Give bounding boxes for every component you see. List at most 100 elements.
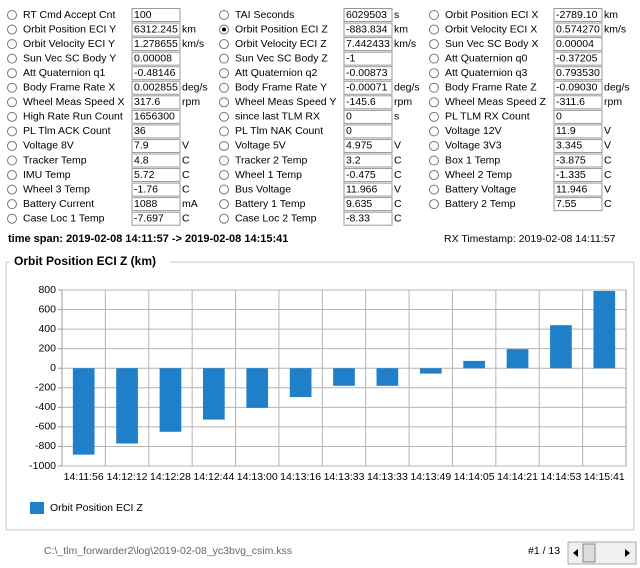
- field-label: Body Frame Rate X: [23, 82, 115, 94]
- field-value: 6029503: [346, 9, 387, 21]
- radio-button[interactable]: [219, 213, 229, 224]
- radio-button[interactable]: [429, 53, 439, 64]
- x-tick-label: 14:14:05: [454, 471, 495, 483]
- field-label: Orbit Position ECI X: [445, 9, 538, 21]
- radio-button[interactable]: [219, 39, 229, 50]
- bar: [72, 368, 95, 455]
- value-box: [131, 8, 181, 22]
- radio-button[interactable]: [429, 24, 439, 35]
- radio-button[interactable]: [219, 111, 229, 122]
- radio-button[interactable]: [7, 126, 17, 137]
- radio-button[interactable]: [429, 140, 439, 151]
- field-unit: V: [604, 140, 611, 152]
- radio-button[interactable]: [429, 97, 439, 108]
- field-unit: rpm: [604, 96, 622, 108]
- value-box: [343, 95, 393, 110]
- field-label: since last TLM RX: [235, 111, 320, 123]
- radio-button[interactable]: [429, 170, 439, 181]
- radio-button[interactable]: [219, 199, 229, 210]
- field-label: Sun Vec SC Body Y: [23, 52, 116, 64]
- radio-button[interactable]: [7, 111, 17, 122]
- field-unit: rpm: [182, 96, 200, 108]
- field-label: Orbit Velocity ECI Y: [23, 38, 115, 50]
- field-unit: deg/s: [604, 82, 630, 94]
- x-tick-label: 14:13:33: [324, 471, 365, 483]
- radio-button[interactable]: [7, 155, 17, 166]
- bar: [289, 368, 312, 398]
- radio-button[interactable]: [219, 68, 229, 79]
- radio-button[interactable]: [219, 140, 229, 151]
- field-unit: V: [394, 140, 401, 152]
- radio-button[interactable]: [219, 97, 229, 108]
- radio-button[interactable]: [429, 111, 439, 122]
- radio-button[interactable]: [7, 68, 17, 79]
- field-label: Wheel 1 Temp: [235, 169, 302, 181]
- value-box: [343, 22, 393, 37]
- radio-button[interactable]: [429, 184, 439, 195]
- value-box: [343, 168, 393, 183]
- field-label: Body Frame Rate Z: [445, 82, 537, 94]
- field-label: Tracker 2 Temp: [235, 154, 308, 166]
- field-label: Att Quaternion q1: [23, 67, 105, 79]
- field-label: Battery Voltage: [445, 183, 516, 195]
- field-value: 0.793530: [556, 67, 600, 79]
- field-value: 100: [134, 9, 152, 21]
- radio-button[interactable]: [7, 10, 17, 20]
- field-value: -2789.10: [556, 9, 598, 21]
- field-unit: C: [394, 154, 402, 166]
- field-label: Battery 2 Temp: [445, 198, 516, 210]
- radio-button[interactable]: [7, 39, 17, 50]
- radio-button[interactable]: [219, 184, 229, 195]
- value-box: [131, 95, 181, 110]
- radio-button[interactable]: [7, 24, 17, 35]
- field-unit: C: [394, 169, 402, 181]
- field-value: 0.002855: [134, 82, 178, 94]
- radio-button[interactable]: [429, 155, 439, 166]
- value-box: [553, 66, 603, 81]
- radio-button[interactable]: [7, 97, 17, 108]
- radio-button[interactable]: [7, 140, 17, 151]
- radio-button[interactable]: [7, 199, 17, 210]
- radio-button[interactable]: [7, 82, 17, 93]
- radio-button[interactable]: [429, 126, 439, 137]
- field-label: Orbit Velocity ECI X: [445, 23, 537, 35]
- field-unit: km/s: [394, 38, 416, 50]
- field-value: -0.00873: [346, 67, 388, 79]
- radio-button[interactable]: [7, 184, 17, 195]
- bar: [506, 349, 529, 369]
- y-tick-label: 400: [38, 323, 56, 335]
- radio-button[interactable]: [219, 126, 229, 137]
- x-tick-label: 14:13:33: [367, 471, 408, 483]
- field-value: 0.574270: [556, 23, 600, 35]
- radio-button[interactable]: [429, 68, 439, 79]
- field-value: -311.6: [556, 96, 585, 108]
- field-unit: km: [182, 23, 196, 35]
- group-box: [5, 261, 635, 531]
- field-value: -8.33: [346, 212, 370, 224]
- radio-button[interactable]: [429, 39, 439, 50]
- radio-button[interactable]: [429, 10, 439, 20]
- radio-button[interactable]: [7, 170, 17, 181]
- radio-button[interactable]: [219, 82, 229, 93]
- x-tick-label: 14:11:56: [64, 471, 104, 483]
- radio-button[interactable]: [429, 199, 439, 210]
- field-value: 1656300: [134, 111, 175, 123]
- scroll-thumb[interactable]: [582, 543, 596, 563]
- value-box: [343, 66, 393, 81]
- radio-button[interactable]: [429, 82, 439, 93]
- y-tick-label: 800: [38, 284, 56, 296]
- field-label: Voltage 3V3: [445, 140, 502, 152]
- field-value: -145.6: [346, 96, 376, 108]
- value-box: [553, 138, 603, 153]
- radio-button[interactable]: [219, 155, 229, 166]
- radio-button[interactable]: [219, 170, 229, 181]
- radio-button[interactable]: [219, 53, 229, 64]
- field-value: 1088: [134, 198, 158, 210]
- radio-button[interactable]: [7, 53, 17, 64]
- field-value: -0.37205: [556, 52, 598, 64]
- field-value: 3.345: [556, 140, 582, 152]
- radio-button[interactable]: [7, 213, 17, 224]
- radio-button[interactable]: [219, 10, 229, 20]
- value-box: [553, 95, 603, 110]
- field-unit: km: [604, 9, 618, 21]
